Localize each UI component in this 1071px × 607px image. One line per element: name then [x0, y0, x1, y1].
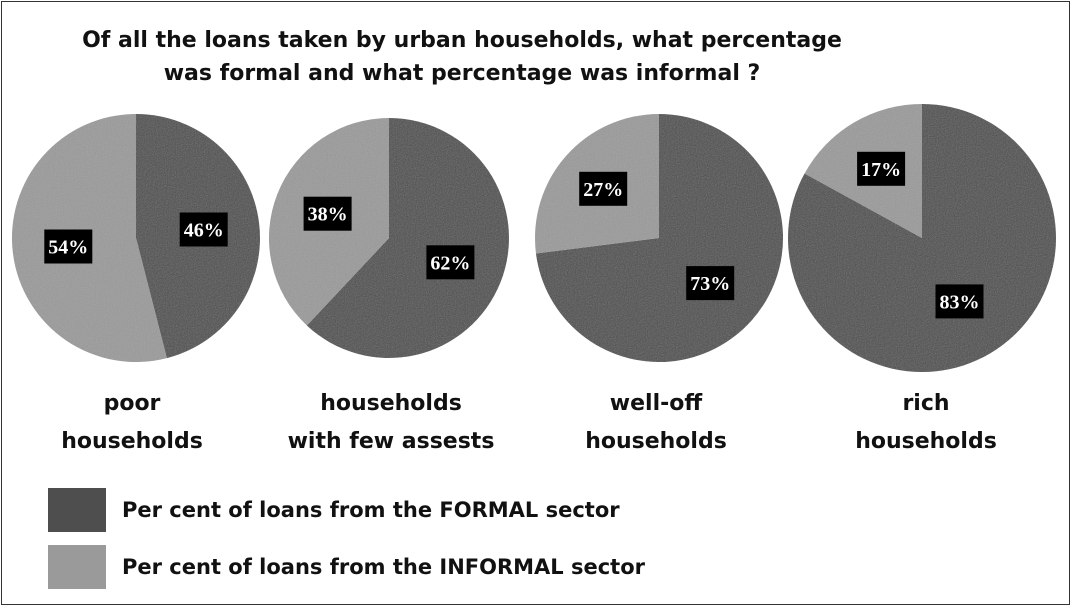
- pie-label-poor-households: poor households: [2, 385, 262, 461]
- pie-label-few-assets: households with few assests: [261, 385, 521, 461]
- pie-slice-formal: [306, 118, 509, 358]
- pie-well-off: 73% 27%: [535, 114, 784, 363]
- data-label-box-formal: [426, 245, 475, 280]
- pie-label-line: poor: [103, 391, 161, 416]
- pie-label-well-off: well-off households: [526, 385, 786, 461]
- data-label-informal: 54%: [48, 237, 88, 259]
- pie-label-line: rich: [902, 391, 950, 416]
- data-label-formal: 46%: [184, 220, 224, 242]
- legend-label-formal: Per cent of loans from the FORMAL sector: [122, 498, 620, 522]
- data-label-informal: 27%: [583, 179, 623, 201]
- pie-charts: 46% 54% 62% 38% 73% 27% 83% 17%: [11, 104, 1056, 372]
- data-label-box-informal: [303, 196, 352, 231]
- data-label-box-informal: [44, 229, 93, 264]
- data-label-formal: 62%: [430, 252, 470, 274]
- pie-poor-households: 46% 54%: [11, 114, 260, 362]
- legend-swatch-informal: [48, 545, 106, 589]
- data-label-formal: 73%: [690, 273, 730, 295]
- pie-label-line: households: [855, 429, 997, 454]
- data-label-box-informal: [579, 171, 628, 206]
- data-label-informal: 38%: [308, 204, 348, 226]
- pie-label-line: with few assests: [287, 429, 495, 454]
- legend-swatch-formal: [48, 488, 106, 532]
- pie-label-rich: rich households: [796, 385, 1056, 461]
- pie-label-line: households: [61, 429, 203, 454]
- legend-item-formal: Per cent of loans from the FORMAL sector: [48, 488, 620, 532]
- legend-label-informal: Per cent of loans from the INFORMAL sect…: [122, 555, 645, 579]
- chart-title: Of all the loans taken by urban househol…: [22, 24, 902, 90]
- pie-rich: 83% 17%: [787, 104, 1056, 372]
- data-label-box-informal: [857, 151, 906, 186]
- chart-title-line-2: was formal and what percentage was infor…: [163, 61, 761, 86]
- pie-label-line: households: [585, 429, 727, 454]
- data-label-formal: 83%: [940, 291, 980, 313]
- pie-label-line: households: [320, 391, 462, 416]
- data-label-box-formal: [686, 266, 735, 301]
- legend-item-informal: Per cent of loans from the INFORMAL sect…: [48, 545, 645, 589]
- data-label-box-formal: [935, 284, 984, 319]
- chart-title-line-1: Of all the loans taken by urban househol…: [82, 28, 842, 53]
- data-label-box-formal: [179, 212, 228, 247]
- pie-slice-formal: [787, 104, 1056, 372]
- pie-few-assets: 62% 38%: [268, 118, 509, 358]
- data-label-informal: 17%: [861, 159, 901, 181]
- pie-label-line: well-off: [609, 391, 703, 416]
